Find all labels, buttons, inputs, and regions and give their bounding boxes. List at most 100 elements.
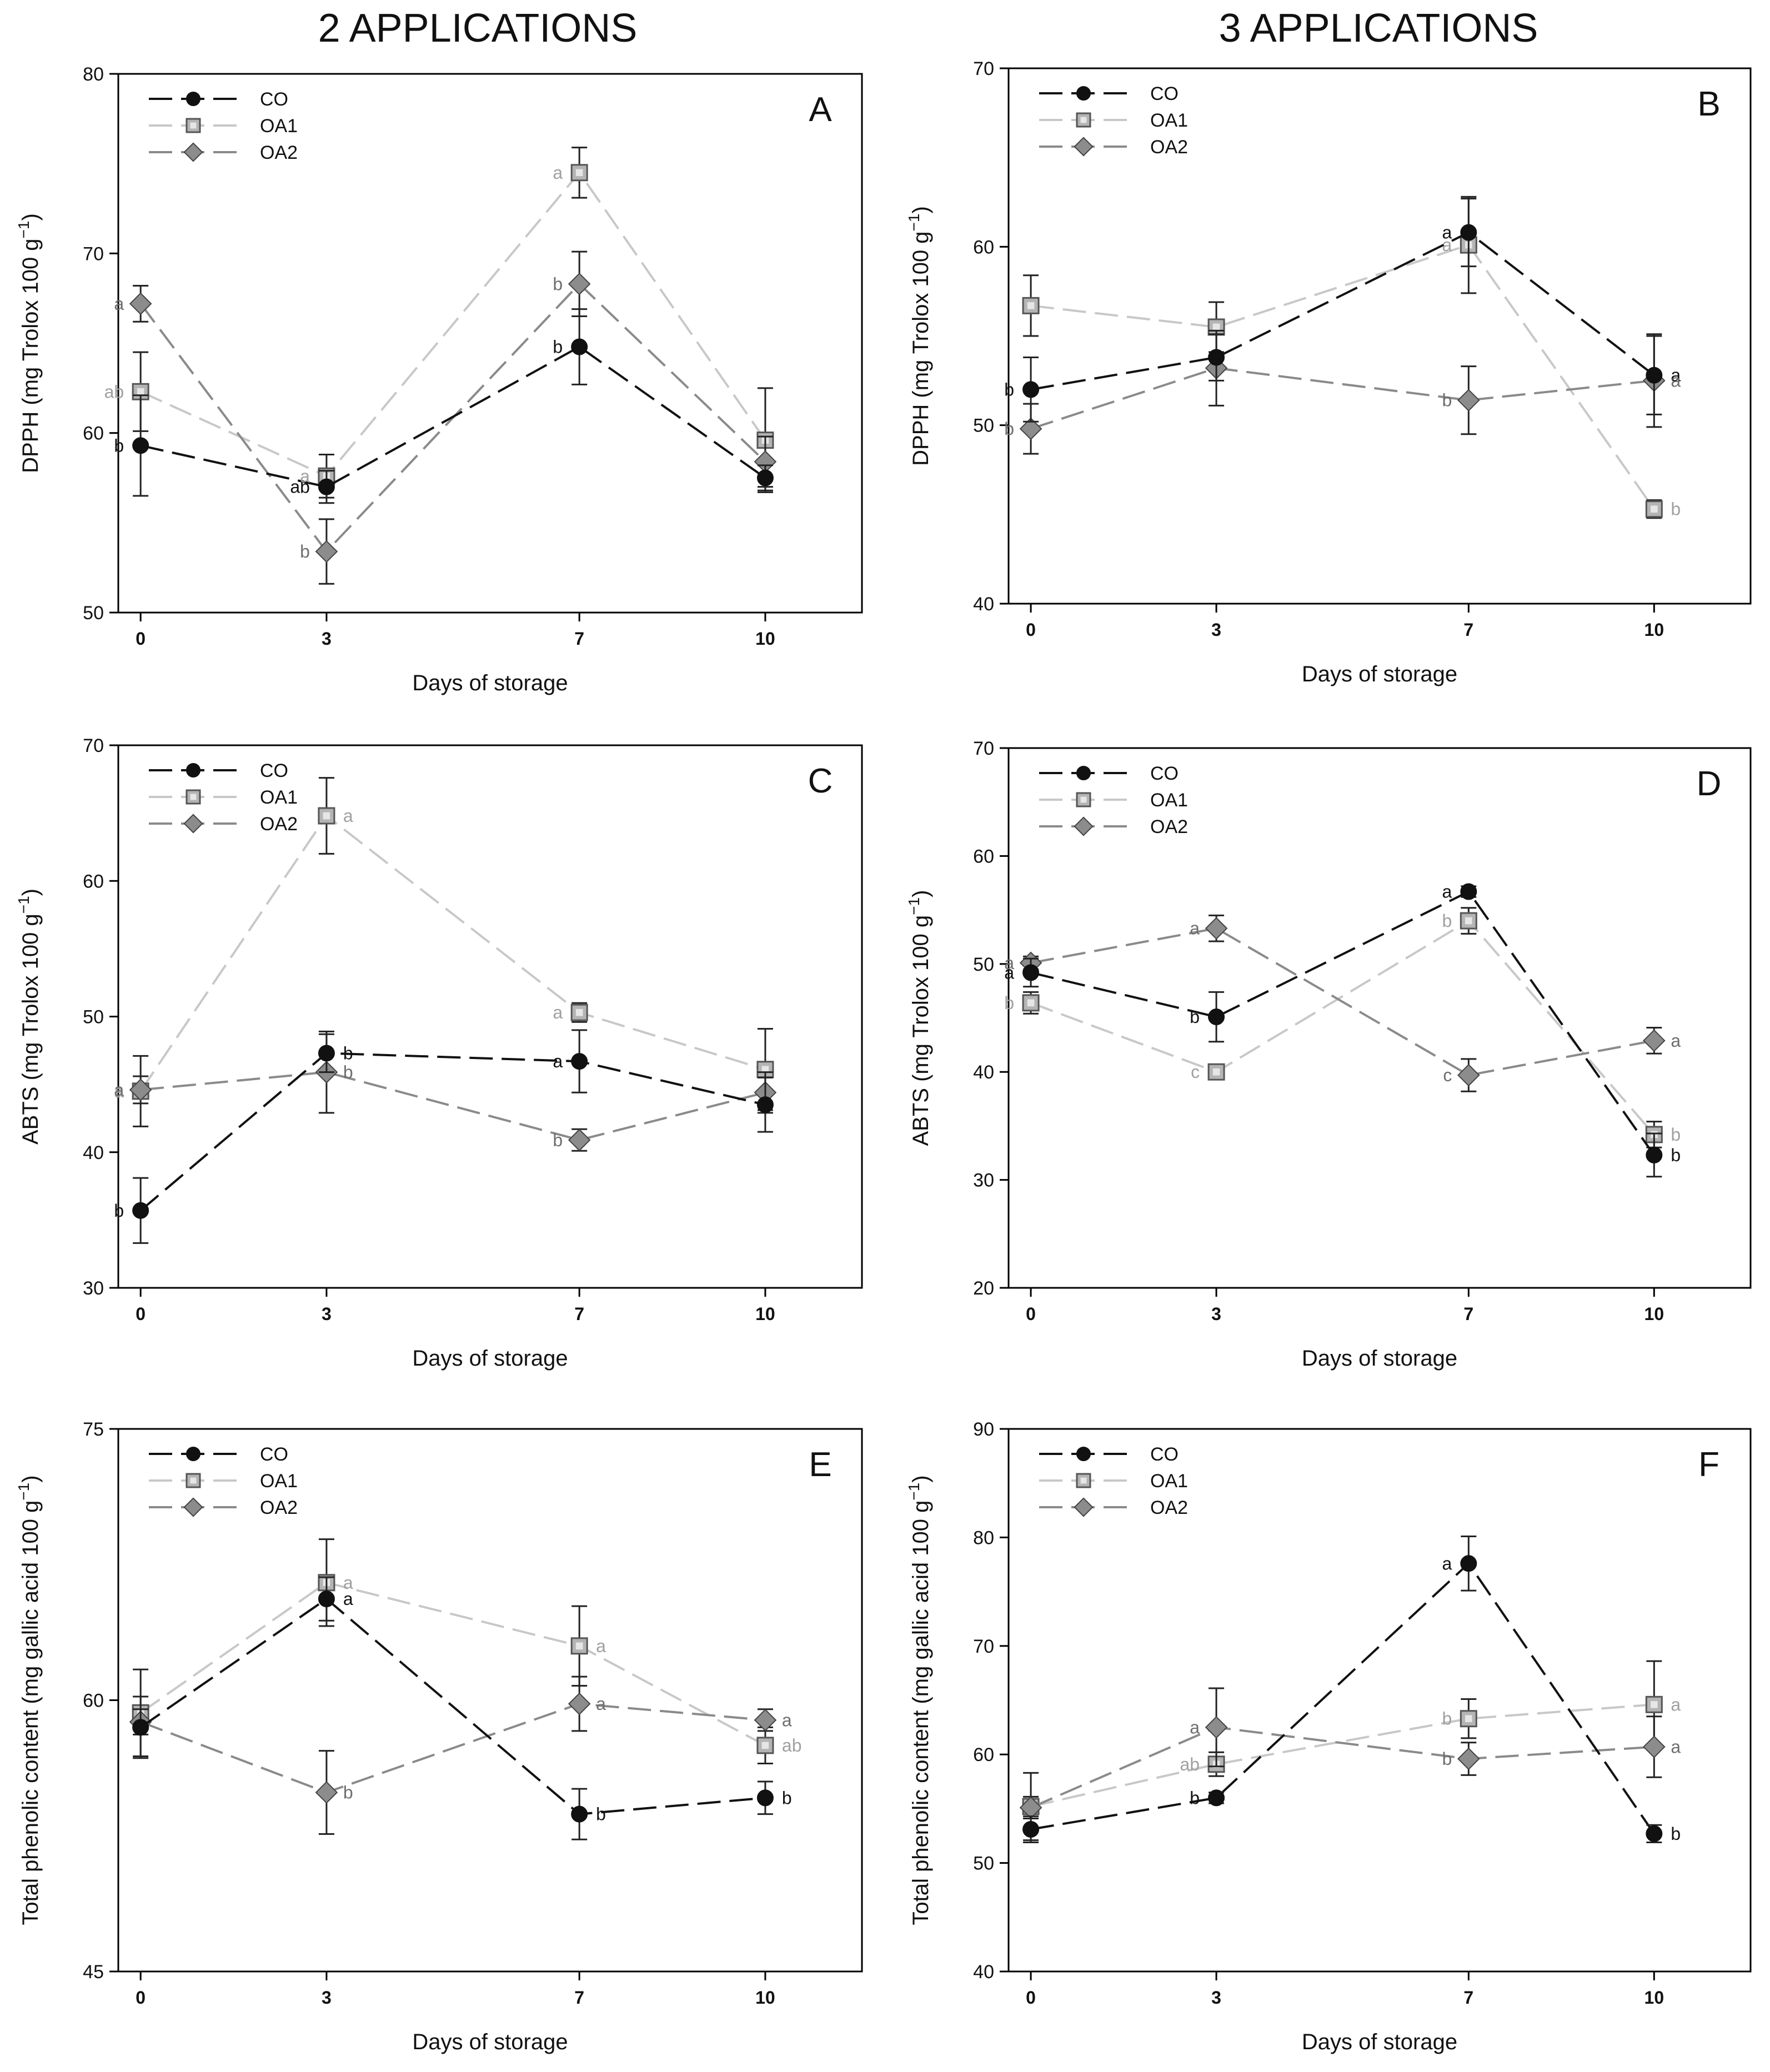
series-oa1 xyxy=(1022,1660,1663,1842)
x-tick-label: 0 xyxy=(1026,1304,1036,1324)
data-point xyxy=(315,540,338,563)
x-axis-title: Days of storage xyxy=(1302,1346,1457,1371)
series-line xyxy=(1030,1726,1654,1809)
data-point xyxy=(1208,1009,1225,1026)
data-point-inner xyxy=(575,1642,583,1650)
y-axis-title-close: ) xyxy=(18,1475,43,1482)
x-tick-label: 7 xyxy=(574,1988,584,2008)
legend-label-oa1: OA1 xyxy=(260,116,298,137)
y-tick-label: 80 xyxy=(973,1527,994,1548)
y-tick-label: 70 xyxy=(973,738,994,759)
legend-label-oa1: OA1 xyxy=(1150,1471,1188,1492)
legend-label-co: CO xyxy=(260,89,288,110)
legend-label-co: CO xyxy=(1150,83,1179,104)
data-point xyxy=(1207,1063,1225,1081)
chart-panel-e: 45 60 75 0 3 7 10 Days of storage Total phenolic… xyxy=(15,1419,863,2054)
significance-label: b xyxy=(553,274,563,294)
y-axis-title-text: Total phenolic content (mg gallic acid 1… xyxy=(18,1501,43,1925)
data-point-inner xyxy=(1027,302,1035,309)
series-oa2 xyxy=(1019,914,1666,1092)
legend-label-oa2: OA2 xyxy=(1150,816,1188,837)
legend-marker xyxy=(1076,766,1091,780)
plot-frame xyxy=(1007,1428,1752,1973)
legend-marker xyxy=(1074,816,1094,836)
significance-label: a xyxy=(1004,953,1014,973)
data-point xyxy=(754,1709,777,1732)
y-axis-title: Total phenolic content (mg gallic acid 1… xyxy=(15,1475,43,1925)
x-tick-label: 3 xyxy=(322,1988,332,2008)
y-tick-label: 20 xyxy=(973,1278,994,1299)
data-point-inner xyxy=(1027,999,1035,1007)
significance-label: a xyxy=(1442,1553,1452,1573)
data-point xyxy=(129,1078,152,1101)
series-line xyxy=(1030,890,1655,1156)
panel-letter: E xyxy=(809,1446,831,1484)
legend-marker xyxy=(186,1447,200,1461)
series-line xyxy=(140,1702,766,1794)
significance-label: a xyxy=(1671,1694,1681,1714)
significance-label: b xyxy=(1442,1749,1452,1769)
data-point-inner xyxy=(323,812,330,820)
legend-marker-inner xyxy=(190,1477,197,1484)
legend: CO OA1 OA2 xyxy=(1039,763,1188,837)
x-tick-label: 10 xyxy=(1644,1304,1664,1324)
y-axis-title-text: ABTS (mg Trolox 100 g xyxy=(909,915,933,1146)
significance-label: b xyxy=(1442,911,1452,931)
data-point xyxy=(1019,417,1042,440)
data-point xyxy=(568,1692,591,1715)
panel-letter: D xyxy=(1697,765,1722,803)
significance-label: a xyxy=(1190,919,1200,939)
significance-label: ab xyxy=(290,477,310,497)
data-point xyxy=(756,469,774,486)
panel-letter: C xyxy=(808,762,833,800)
x-tick-label: 10 xyxy=(755,1304,775,1324)
significance-label: b xyxy=(553,1130,563,1150)
x-tick-label: 0 xyxy=(136,1304,146,1324)
significance-label: b xyxy=(114,1201,124,1221)
x-tick-label: 0 xyxy=(136,629,146,649)
significance-label: ab xyxy=(782,1735,802,1755)
y-axis-title-close: ) xyxy=(18,213,43,220)
x-tick-label: 3 xyxy=(1211,620,1221,640)
y-tick-label: 70 xyxy=(973,1636,994,1657)
significance-label: a xyxy=(1442,882,1452,902)
legend-marker-inner xyxy=(190,794,197,800)
significance-label: a xyxy=(1671,370,1681,390)
x-tick-label: 0 xyxy=(1026,1988,1036,2008)
chart-panel-b: 40 50 60 70 0 3 7 10 Days of storage DPPH (mg Tro… xyxy=(905,58,1752,686)
y-tick-label: 50 xyxy=(973,954,994,975)
y-tick-label: 80 xyxy=(83,64,104,85)
series-line xyxy=(140,170,766,478)
significance-label: a xyxy=(596,1694,606,1714)
data-point xyxy=(756,1789,774,1807)
y-axis-title-close: ) xyxy=(909,890,933,897)
data-point xyxy=(132,1202,149,1219)
significance-label: b xyxy=(1671,1125,1681,1145)
panel-letter: A xyxy=(809,91,832,129)
y-axis-title-close: ) xyxy=(18,889,43,896)
y-tick-label: 60 xyxy=(973,846,994,867)
series-oa1 xyxy=(132,777,774,1127)
legend-marker-inner xyxy=(190,122,197,129)
series-line xyxy=(140,1597,766,1815)
y-axis-title-text: DPPH (mg Trolox 100 g xyxy=(909,231,933,465)
legend-marker xyxy=(183,142,203,162)
legend-label-co: CO xyxy=(260,760,288,781)
panel-letter: F xyxy=(1698,1446,1719,1484)
y-axis-title: Total phenolic content (mg gallic acid 1… xyxy=(905,1475,933,1925)
legend-marker xyxy=(185,789,201,805)
y-tick-label: 40 xyxy=(83,1142,104,1163)
y-tick-label: 30 xyxy=(83,1278,104,1299)
legend-label-oa2: OA2 xyxy=(260,142,298,163)
x-tick-label: 3 xyxy=(1211,1988,1221,2008)
significance-label: b xyxy=(596,1804,606,1824)
plot-frame xyxy=(117,744,863,1289)
y-tick-label: 50 xyxy=(83,603,104,624)
series-line xyxy=(1030,231,1655,391)
x-axis-title: Days of storage xyxy=(1302,2030,1457,2054)
data-point-inner xyxy=(1651,505,1658,513)
legend: CO OA1 OA2 xyxy=(1039,1444,1188,1518)
legend-marker xyxy=(183,1497,203,1517)
y-axis-title-exponent: −1 xyxy=(15,221,32,239)
series-line xyxy=(139,814,766,1092)
